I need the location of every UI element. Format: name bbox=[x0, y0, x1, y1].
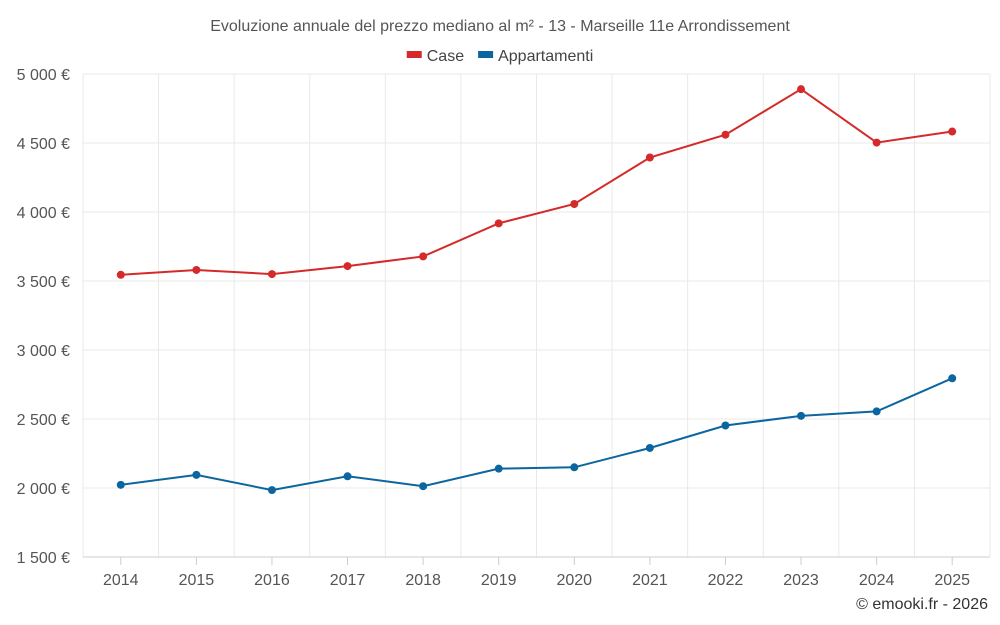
series-appartamenti bbox=[116, 374, 957, 495]
data-point bbox=[419, 252, 428, 261]
data-point bbox=[721, 421, 730, 430]
x-tick-label: 2024 bbox=[859, 572, 895, 589]
data-point bbox=[494, 219, 503, 228]
data-point bbox=[116, 480, 125, 489]
y-tick-label: 1 500 € bbox=[17, 550, 70, 567]
legend-item: Case bbox=[406, 48, 464, 65]
x-tick-label: 2022 bbox=[708, 572, 744, 589]
series-line bbox=[120, 87, 953, 276]
legend-label: Appartamenti bbox=[498, 48, 593, 65]
y-tick-label: 2 000 € bbox=[17, 481, 70, 498]
series-case bbox=[116, 85, 957, 279]
legend-label: Case bbox=[427, 48, 464, 65]
x-tick-label: 2023 bbox=[783, 572, 819, 589]
data-point bbox=[797, 411, 806, 420]
legend: Case Appartamenti bbox=[406, 48, 593, 65]
series-group bbox=[116, 85, 957, 495]
data-point bbox=[797, 85, 806, 94]
y-tick-label: 5 000 € bbox=[17, 67, 70, 84]
legend-swatch bbox=[478, 51, 494, 58]
y-tick-label: 4 000 € bbox=[17, 205, 70, 222]
data-point bbox=[192, 265, 201, 274]
y-axis: 1 500 € 2 000 € 2 500 € 3 000 € 3 500 € 4 000… bbox=[17, 67, 70, 567]
data-point bbox=[116, 270, 125, 279]
data-point bbox=[948, 127, 957, 136]
x-tick-label: 2015 bbox=[179, 572, 215, 589]
x-tick-label: 2019 bbox=[481, 572, 517, 589]
y-tick-label: 3 000 € bbox=[17, 343, 70, 360]
data-point bbox=[645, 443, 654, 452]
data-point bbox=[948, 374, 957, 383]
data-point bbox=[267, 270, 276, 279]
chart-title: Evoluzione annuale del prezzo mediano al… bbox=[210, 18, 790, 35]
x-tick-label: 2020 bbox=[556, 572, 592, 589]
data-point bbox=[645, 153, 654, 162]
x-tick-label: 2014 bbox=[103, 572, 139, 589]
x-tick-label: 2017 bbox=[330, 572, 366, 589]
data-point bbox=[343, 262, 352, 271]
y-tick-label: 2 500 € bbox=[17, 412, 70, 429]
series-line bbox=[120, 377, 953, 492]
data-point bbox=[721, 130, 730, 139]
data-point bbox=[419, 482, 428, 491]
data-point bbox=[570, 199, 579, 208]
data-point bbox=[872, 138, 881, 147]
data-point bbox=[343, 472, 352, 481]
grid bbox=[82, 73, 991, 557]
data-point bbox=[192, 470, 201, 479]
x-tick-label: 2021 bbox=[632, 572, 668, 589]
credit-text: © emooki.fr - 2026 bbox=[856, 596, 988, 613]
data-point bbox=[267, 486, 276, 495]
legend-item: Appartamenti bbox=[478, 48, 593, 65]
x-axis: 2014 2015 2016 2017 2018 2019 2020 2021 2022 2023… bbox=[83, 556, 990, 589]
x-tick-label: 2025 bbox=[934, 572, 970, 589]
y-tick-label: 3 500 € bbox=[17, 274, 70, 291]
x-tick-label: 2016 bbox=[254, 572, 290, 589]
data-point bbox=[872, 407, 881, 416]
data-point bbox=[570, 463, 579, 472]
x-tick-label: 2018 bbox=[405, 572, 441, 589]
data-point bbox=[494, 464, 503, 473]
legend-swatch bbox=[406, 51, 422, 58]
y-tick-label: 4 500 € bbox=[17, 136, 70, 153]
